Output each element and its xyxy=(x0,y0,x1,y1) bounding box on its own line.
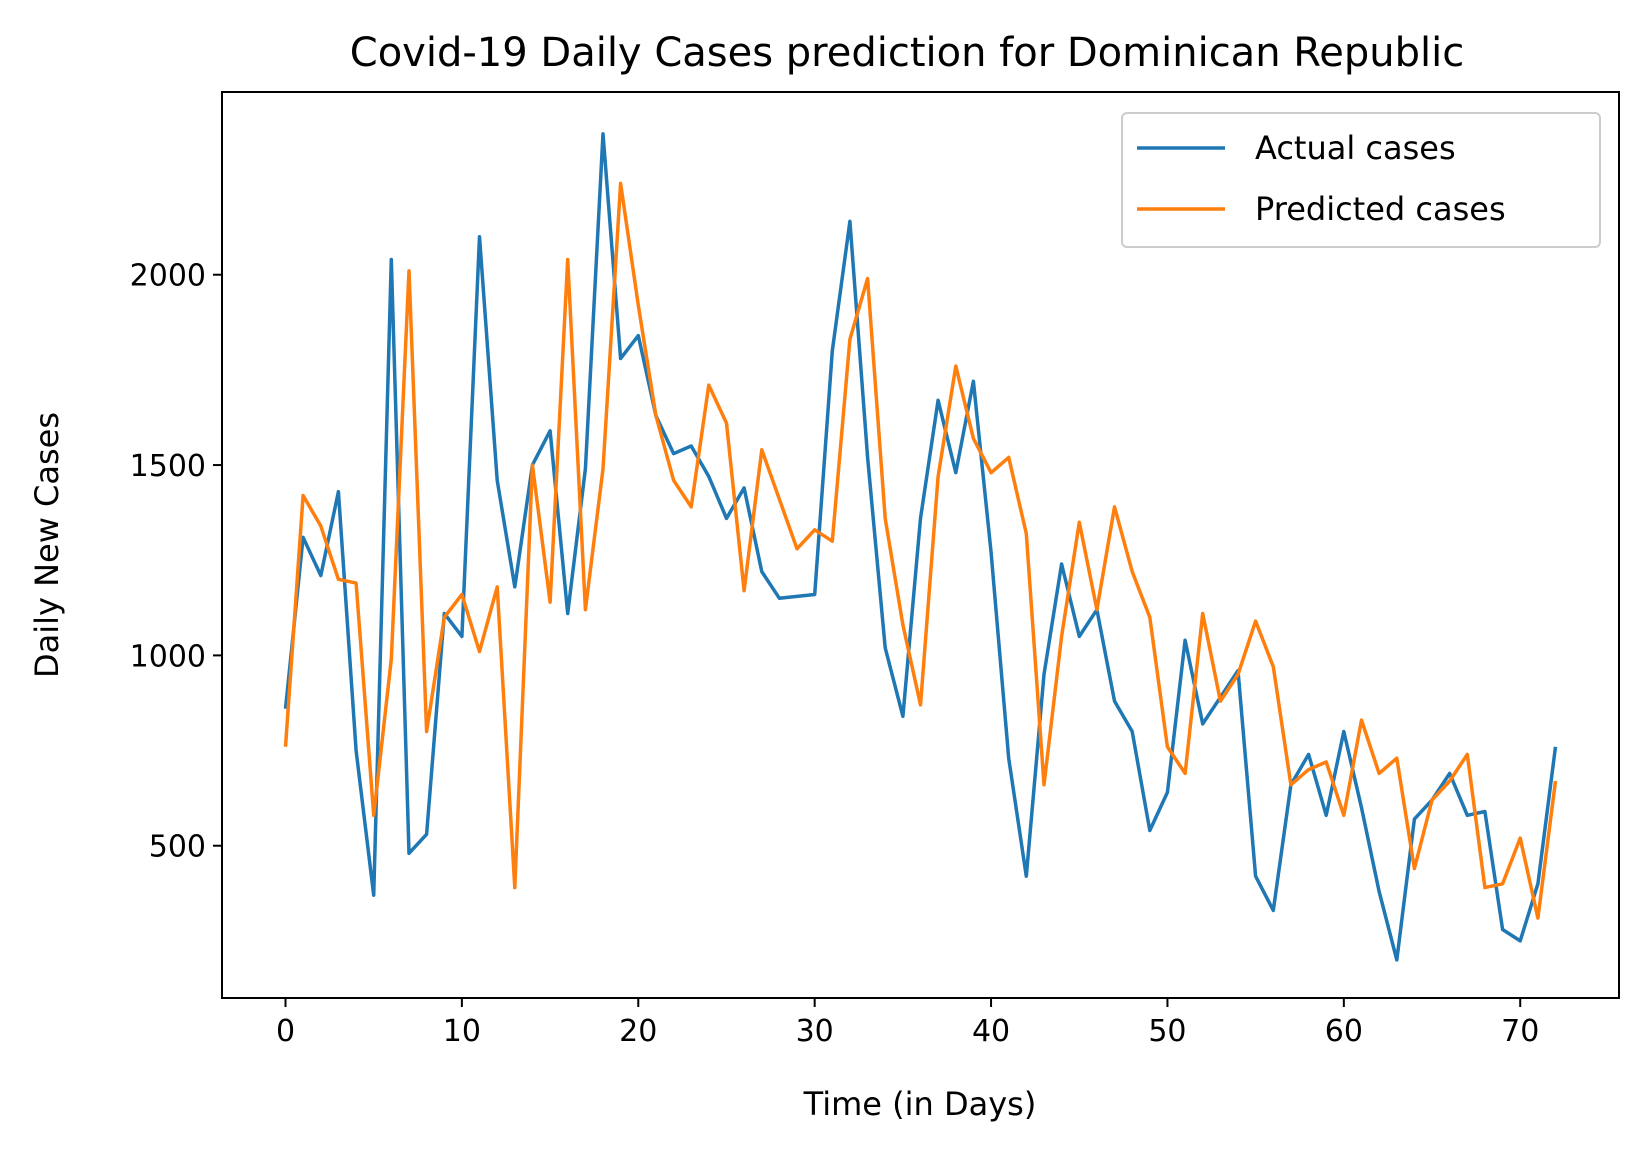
legend-label-predicted: Predicted cases xyxy=(1255,190,1506,228)
x-tick-label: 10 xyxy=(443,1014,481,1049)
x-tick-label: 40 xyxy=(972,1014,1010,1049)
legend: Actual cases Predicted cases xyxy=(1121,112,1601,248)
series-lines xyxy=(283,132,1558,962)
plot-frame xyxy=(221,91,1620,999)
y-tick-label: 500 xyxy=(149,830,206,865)
series-line-predicted xyxy=(283,181,1558,920)
x-tick-label: 60 xyxy=(1325,1014,1363,1049)
x-tick-label: 0 xyxy=(276,1014,295,1049)
y-axis-ticks: 500 1000 1500 2000 xyxy=(130,259,222,865)
legend-box xyxy=(1121,112,1601,248)
x-tick-label: 20 xyxy=(619,1014,657,1049)
x-axis-ticks: 0 10 20 30 40 50 60 70 xyxy=(276,998,1539,1049)
y-tick-label: 2000 xyxy=(130,259,206,294)
x-tick-label: 30 xyxy=(796,1014,834,1049)
y-tick-label: 1500 xyxy=(130,449,206,484)
y-tick-label: 1000 xyxy=(130,639,206,674)
series-line-actual xyxy=(283,132,1558,962)
x-tick-label: 50 xyxy=(1148,1014,1186,1049)
x-axis-label: Time (in Days) xyxy=(803,1085,1037,1123)
legend-label-actual: Actual cases xyxy=(1255,129,1456,167)
y-axis-label: Daily New Cases xyxy=(28,412,66,678)
x-tick-label: 70 xyxy=(1501,1014,1539,1049)
chart-title: Covid-19 Daily Cases prediction for Domi… xyxy=(350,30,1464,76)
